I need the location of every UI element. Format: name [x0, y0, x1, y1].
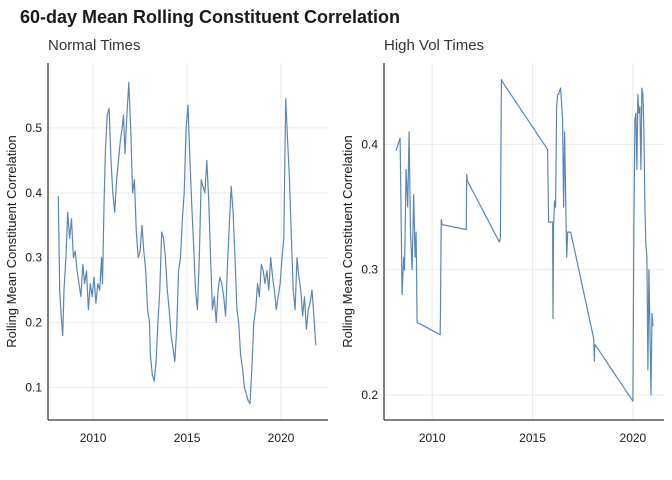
right-series-line [395, 78, 654, 402]
left-y-tick-label: 0.4 [25, 186, 42, 200]
left-panel-subtitle: Normal Times [48, 37, 141, 54]
left-y-tick-label: 0.1 [25, 381, 42, 395]
right-x-tick-label: 2015 [519, 431, 546, 445]
left-y-axis-title: Rolling Mean Constituent Correlation [4, 135, 19, 347]
left-x-tick-label: 2015 [174, 431, 201, 445]
left-y-tick-label: 0.2 [25, 316, 42, 330]
left-series-line [57, 81, 317, 405]
right-x-tick-label: 2010 [419, 431, 446, 445]
chart-main-title: 60-day Mean Rolling Constituent Correlat… [20, 7, 401, 27]
right-y-axis-title: Rolling Mean Constituent Correlation [340, 135, 355, 347]
left-y-tick-label: 0.3 [25, 251, 42, 265]
right-panel-subtitle: High Vol Times [384, 37, 485, 54]
left-y-tick-label: 0.5 [25, 121, 42, 135]
right-y-tick-label: 0.2 [361, 388, 378, 402]
right-x-tick-label: 2020 [620, 431, 647, 445]
right-y-tick-label: 0.3 [361, 263, 378, 277]
left-x-tick-label: 2010 [80, 431, 107, 445]
right-y-tick-label: 0.4 [361, 137, 378, 151]
left-x-tick-label: 2020 [268, 431, 295, 445]
